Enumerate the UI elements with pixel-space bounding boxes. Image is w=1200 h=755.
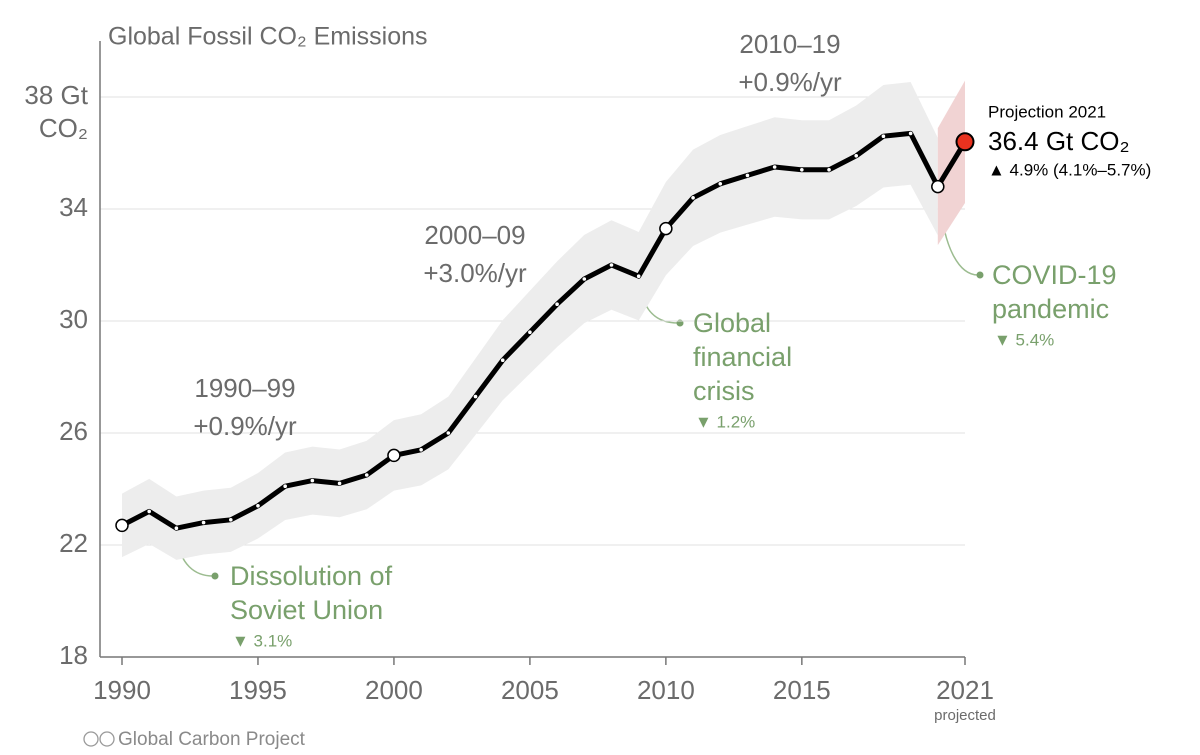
period-rate: +0.9%/yr xyxy=(193,411,297,441)
point-marker xyxy=(256,504,260,508)
cc-icon xyxy=(83,731,99,747)
point-marker xyxy=(337,481,342,486)
leader-dot xyxy=(976,271,984,279)
event-label: pandemic xyxy=(992,294,1109,324)
point-marker xyxy=(609,263,614,267)
highlight-marker xyxy=(931,179,945,194)
point-marker xyxy=(201,520,206,525)
point-marker xyxy=(473,394,478,399)
x-tick-label: 2000 xyxy=(365,675,423,705)
event-label: crisis xyxy=(693,376,755,406)
point-marker xyxy=(419,448,423,452)
y-unit: CO₂ xyxy=(39,113,88,143)
point-marker xyxy=(582,277,587,281)
point-marker xyxy=(283,484,287,489)
y-tick-label: 34 xyxy=(59,192,88,222)
highlight-marker xyxy=(659,221,673,236)
y-tick-label: 30 xyxy=(59,304,88,334)
x-tick-label: 2021 xyxy=(936,675,994,705)
uncertainty-band xyxy=(122,82,938,560)
point-marker xyxy=(528,330,532,335)
event-label: financial xyxy=(693,342,792,372)
x-tick-label: 2005 xyxy=(501,675,559,705)
y-tick-label: 22 xyxy=(59,528,88,558)
point-marker xyxy=(800,168,804,172)
event-change: ▼ 1.2% xyxy=(695,412,755,431)
projection-title: Projection 2021 xyxy=(988,102,1106,121)
projection-change: ▲ 4.9% (4.1%–5.7%) xyxy=(988,160,1151,179)
point-marker xyxy=(691,196,695,200)
point-marker xyxy=(174,526,179,530)
leader-dot xyxy=(211,572,219,580)
period-rate: +0.9%/yr xyxy=(738,67,842,97)
point-marker xyxy=(718,182,723,186)
emissions-line xyxy=(120,130,968,531)
event-label: Global xyxy=(693,308,771,338)
point-marker xyxy=(555,302,559,307)
point-marker xyxy=(908,131,913,136)
point-marker xyxy=(636,274,641,279)
point-marker xyxy=(745,173,750,178)
y-tick-label: 18 xyxy=(59,640,88,670)
cc-icons xyxy=(83,731,115,747)
highlight-marker xyxy=(115,518,129,533)
event-label: Dissolution of xyxy=(230,561,393,591)
highlight-marker xyxy=(387,448,401,463)
period-rate: +3.0%/yr xyxy=(423,258,527,288)
point-marker xyxy=(228,518,233,522)
source: Global Carbon Project xyxy=(118,729,306,750)
x-tick-label: 2010 xyxy=(637,675,695,705)
by-icon xyxy=(99,731,115,747)
point-marker xyxy=(446,431,451,435)
period-label: 1990–99 xyxy=(194,373,295,403)
period-label: 2000–09 xyxy=(424,220,525,250)
leader-dots xyxy=(211,271,984,580)
point-marker xyxy=(881,134,886,138)
x-tick-label: 2015 xyxy=(773,675,831,705)
point-marker xyxy=(854,154,859,158)
event-label: COVID-19 xyxy=(992,260,1117,290)
x-tick-label: 1995 xyxy=(229,675,287,705)
event-change: ▼ 3.1% xyxy=(232,631,292,650)
projection-marker xyxy=(955,132,975,152)
chart-title: Global Fossil CO₂ Emissions xyxy=(108,23,428,51)
y-tick-label: 38 Gt xyxy=(24,80,88,110)
period-label: 2010–19 xyxy=(739,29,840,59)
point-marker xyxy=(147,509,151,514)
point-marker xyxy=(310,478,315,483)
y-tick-label: 26 xyxy=(59,416,88,446)
projection-value: 36.4 Gt CO₂ xyxy=(988,126,1130,156)
point-marker xyxy=(500,358,505,363)
event-label: Soviet Union xyxy=(230,595,383,625)
point-marker xyxy=(364,473,369,477)
point-marker xyxy=(772,165,777,169)
x-tick-label: 1990 xyxy=(93,675,151,705)
event-change: ▼ 5.4% xyxy=(994,330,1054,349)
point-marker xyxy=(827,168,831,172)
x-note: projected xyxy=(934,707,996,724)
